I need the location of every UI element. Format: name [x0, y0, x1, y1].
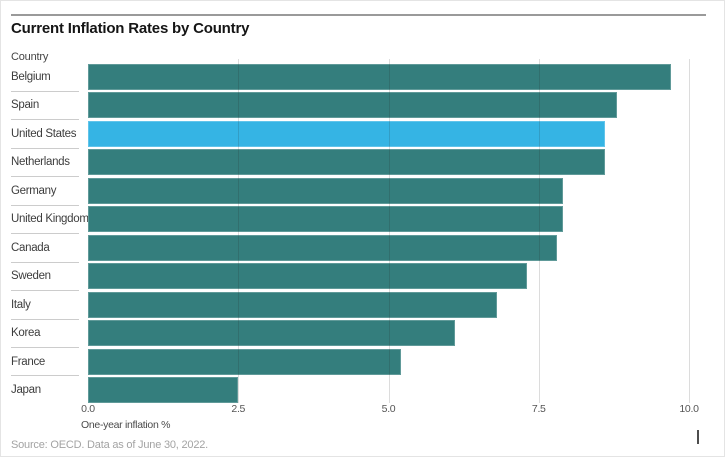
country-label: Belgium: [11, 71, 51, 83]
bar-italy: [88, 291, 497, 318]
bar-germany: [88, 177, 563, 204]
row-separator: [11, 176, 79, 178]
row-separator: [11, 147, 79, 149]
row-separator: [11, 119, 79, 121]
row-separator: [11, 204, 79, 206]
bar-belgium: [88, 64, 671, 90]
row-separator: [11, 233, 79, 235]
country-label: Japan: [11, 383, 41, 396]
chart-title: Current Inflation Rates by Country: [11, 20, 250, 37]
country-label: Spain: [11, 99, 39, 112]
bar-japan: [88, 376, 239, 403]
row-separator: [11, 347, 79, 348]
bar-canada: [88, 234, 557, 261]
row-separator: [11, 290, 79, 292]
country-label: United Kingdom: [11, 213, 89, 226]
bar-spain: [88, 92, 617, 119]
country-label: Sweden: [11, 270, 51, 283]
row-separator: [11, 318, 79, 320]
title-rule: [11, 14, 706, 16]
country-column-header: Country: [11, 51, 49, 63]
bar-united-kingdom: [88, 206, 563, 233]
x-tick-label: 0.0: [81, 403, 95, 415]
country-label: Korea: [11, 327, 41, 340]
bar-korea: [88, 320, 455, 347]
x-tick-label: 7.5: [531, 403, 546, 415]
country-label: France: [11, 355, 45, 368]
row-separator: [11, 375, 79, 377]
x-axis-title: One-year inflation %: [81, 419, 171, 431]
row-separator: [11, 90, 79, 92]
bar-sweden: [88, 263, 527, 290]
country-label: United States: [11, 127, 77, 140]
country-label: Italy: [11, 298, 31, 311]
source-note: Source: OECD. Data as of June 30, 2022.: [11, 439, 209, 451]
x-tick-label: 5.0: [381, 403, 396, 415]
country-label: Canada: [11, 241, 50, 254]
country-label: Netherlands: [11, 156, 70, 169]
x-tick-label: 10.0: [679, 403, 699, 415]
row-separator: [11, 261, 79, 263]
country-label: Germany: [11, 184, 57, 197]
gridline-x-10: [689, 59, 690, 403]
text-cursor-mark: [697, 430, 699, 444]
bar-united-states: [88, 120, 605, 147]
bar-netherlands: [88, 149, 605, 176]
bar-france: [88, 348, 401, 375]
x-tick-label: 2.5: [231, 403, 246, 415]
